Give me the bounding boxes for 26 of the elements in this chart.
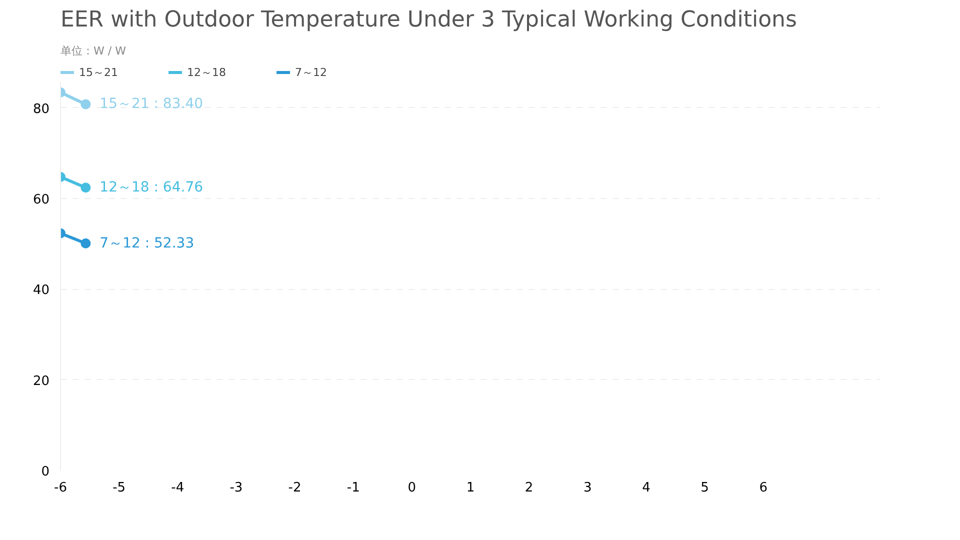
y-tick-label: 80 — [32, 102, 50, 117]
x-tick-label: -4 — [171, 480, 184, 496]
x-tick-label: 2 — [524, 480, 534, 496]
legend-label: 7～12 — [295, 64, 327, 80]
x-tick-label: 1 — [466, 480, 475, 496]
annotation: 7～12 : 52.33 — [100, 235, 194, 252]
y-tick-label: 20 — [32, 374, 50, 389]
y-tick-label: 60 — [32, 192, 50, 208]
x-tick-label: -5 — [112, 480, 126, 496]
x-tick-label: 0 — [408, 480, 416, 496]
x-tick-label: -2 — [288, 480, 302, 496]
x-tick-label: 3 — [584, 480, 592, 496]
chart-subtitle: 单位：W / W — [60, 44, 126, 58]
series-label: 15～21 — [79, 64, 118, 80]
x-tick-label: -6 — [54, 480, 67, 496]
annotation: 12～18 : 64.76 — [100, 180, 204, 196]
y-tick-label: 0 — [41, 464, 50, 480]
annotation: 15～21 : 83.40 — [100, 96, 204, 112]
x-tick-label: -1 — [346, 480, 360, 496]
legend-label: 12～18 — [187, 64, 226, 80]
x-tick-label: 6 — [759, 480, 768, 496]
x-tick-label: -3 — [230, 480, 243, 496]
x-tick-label: 4 — [642, 480, 650, 496]
y-tick-label: 40 — [32, 283, 50, 298]
chart-title: EER with Outdoor Temperature Under 3 Typical Working Conditions — [60, 8, 797, 32]
x-tick-label: 5 — [700, 480, 709, 496]
